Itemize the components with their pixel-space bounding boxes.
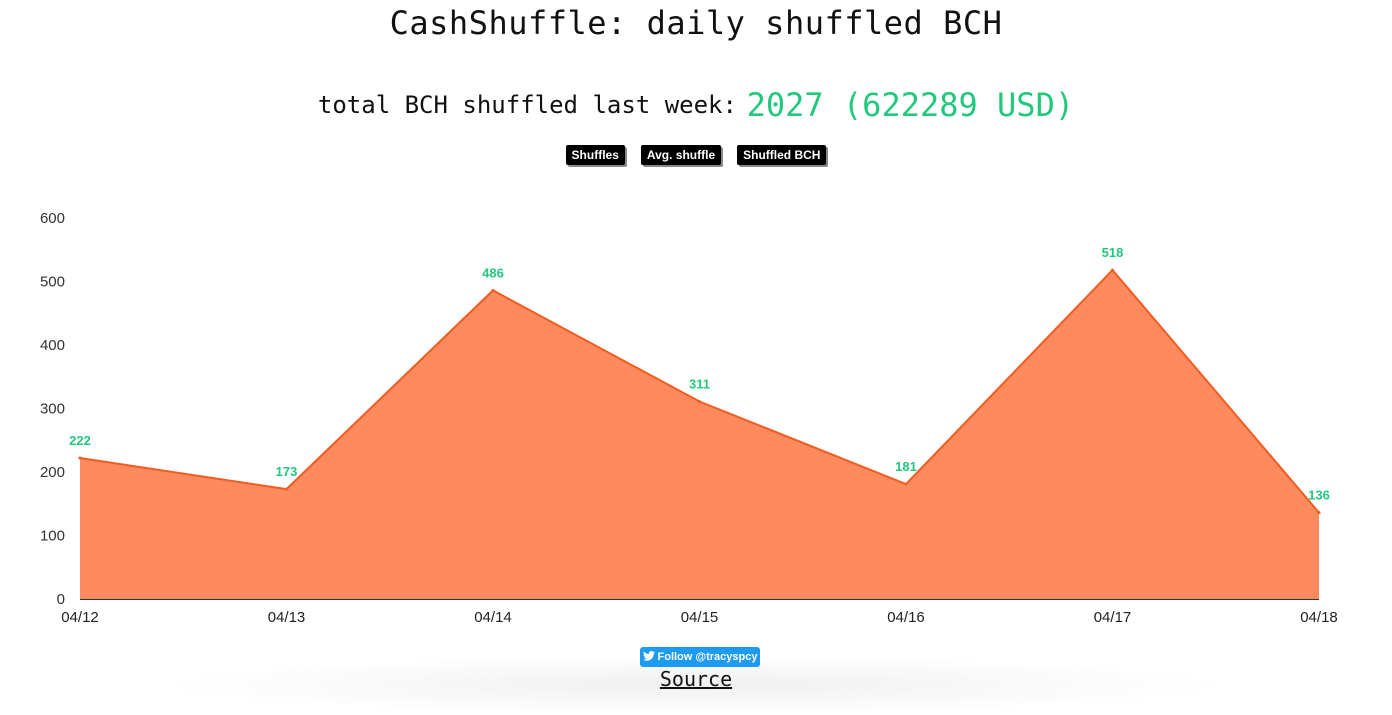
y-tick-label: 500 — [40, 274, 65, 291]
data-label: 173 — [276, 464, 298, 479]
data-label: 486 — [482, 265, 504, 280]
x-tick-label: 04/13 — [268, 609, 306, 626]
y-tick-label: 400 — [40, 337, 65, 354]
data-point — [491, 288, 495, 292]
y-tick-label: 100 — [40, 528, 65, 545]
y-axis: 0 100 200 300 400 500 600 — [40, 210, 65, 608]
x-tick-label: 04/17 — [1094, 609, 1132, 626]
twitter-follow-button[interactable]: Follow @tracyspcy — [640, 647, 760, 667]
data-point — [1317, 511, 1321, 515]
summary-label: total BCH shuffled last week: — [317, 91, 737, 119]
data-point — [904, 482, 908, 486]
data-label: 181 — [895, 459, 917, 474]
data-point — [698, 400, 701, 404]
data-label: 311 — [689, 377, 710, 392]
data-point — [78, 456, 82, 460]
data-point — [285, 487, 288, 491]
x-axis: 04/12 04/13 04/14 04/15 04/16 04/17 04/18 — [61, 599, 1338, 626]
x-tick-label: 04/16 — [887, 609, 925, 626]
chart-toggle-group: Shuffles Avg. shuffle Shuffled BCH — [0, 145, 1392, 165]
shuffles-button[interactable]: Shuffles — [565, 145, 625, 165]
summary-value: 2027 (622289 USD) — [746, 86, 1075, 124]
y-tick-label: 600 — [40, 210, 65, 227]
weekly-summary: total BCH shuffled last week: 2027 (6222… — [0, 86, 1392, 124]
x-tick-label: 04/12 — [61, 609, 99, 626]
data-label: 222 — [69, 433, 91, 448]
twitter-bird-icon — [642, 651, 655, 661]
x-tick-label: 04/15 — [681, 609, 719, 626]
data-point — [1111, 268, 1114, 272]
x-tick-label: 04/18 — [1300, 609, 1338, 626]
data-labels: 222 173 486 311 181 518 136 — [69, 245, 1330, 503]
data-label: 136 — [1308, 488, 1330, 503]
shuffled-bch-button[interactable]: Shuffled BCH — [737, 145, 827, 165]
y-tick-label: 300 — [40, 401, 65, 418]
y-tick-label: 200 — [40, 464, 65, 481]
page-title: CashShuffle: daily shuffled BCH — [389, 4, 1003, 42]
x-tick-label: 04/14 — [474, 609, 512, 626]
avg-shuffle-button[interactable]: Avg. shuffle — [640, 145, 722, 165]
y-tick-label: 0 — [57, 591, 65, 608]
source-link[interactable]: Source — [659, 667, 733, 691]
follow-label: Follow @tracyspcy — [657, 651, 758, 663]
source-link-container: Source — [0, 667, 1392, 691]
data-label: 518 — [1102, 245, 1124, 260]
series-area — [78, 268, 1321, 599]
area-fill — [80, 270, 1319, 599]
area-chart: 0 100 200 300 400 500 600 04/12 04/13 04/14 04/15… — [40, 210, 1338, 626]
